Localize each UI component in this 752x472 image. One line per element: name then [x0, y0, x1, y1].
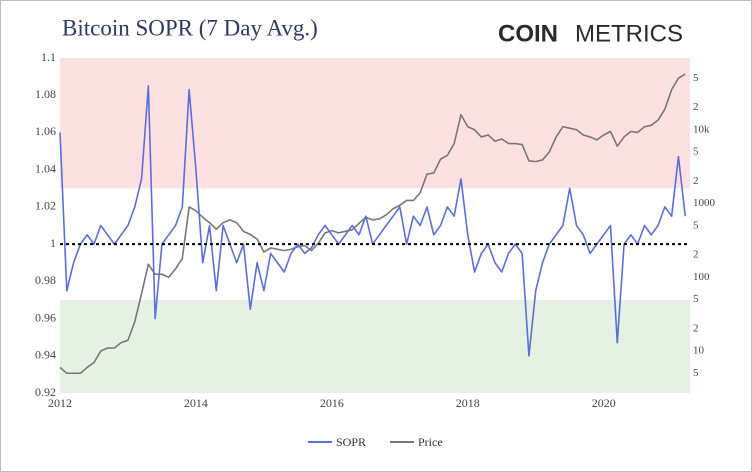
y-tick-label: 1.1 [41, 50, 56, 64]
y-tick-label: 1.08 [35, 87, 56, 101]
y2-tick-label: 1000 [693, 197, 716, 209]
y2-tick-label: 5 [693, 367, 699, 379]
y2-tick-label: 5 [693, 146, 699, 158]
y-tick-label: 0.94 [35, 348, 56, 362]
series-line [59, 73, 686, 375]
y-tick-label: 1 [50, 236, 56, 250]
y-tick-label: 0.98 [35, 273, 56, 287]
y2-tick-label: 2 [693, 175, 699, 187]
y2-tick-label: 5 [693, 72, 699, 84]
y2-tick-label: 2 [693, 322, 699, 334]
legend-label: Price [418, 435, 443, 449]
y2-tick-label: 10 [693, 345, 705, 357]
lower-zone [60, 299, 690, 393]
y2-tick-label: 2 [693, 249, 699, 261]
y2-tick-label: 100 [693, 271, 710, 283]
y2-tick-label: 10k [693, 123, 710, 135]
y2-tick-label: 5 [693, 293, 699, 305]
y2-tick-label: 5 [693, 219, 699, 231]
y2-tick-label: 2 [693, 101, 699, 113]
y-tick-label: 1.02 [35, 199, 56, 213]
y-tick-label: 1.04 [35, 161, 56, 175]
upper-zone [60, 58, 690, 189]
y-tick-label: 1.06 [35, 124, 56, 138]
y-tick-label: 0.92 [35, 385, 56, 399]
x-tick-label: 2018 [456, 396, 480, 410]
brand-light: METRICS [575, 20, 683, 47]
chart-title: Bitcoin SOPR (7 Day Avg.) [62, 15, 318, 40]
x-tick-label: 2020 [592, 396, 616, 410]
x-tick-label: 2012 [48, 396, 72, 410]
legend-label: SOPR [336, 435, 366, 449]
brand-bold: COIN [498, 20, 558, 47]
x-tick-label: 2014 [184, 396, 208, 410]
y-tick-label: 0.96 [35, 310, 56, 324]
x-tick-label: 2016 [320, 396, 344, 410]
